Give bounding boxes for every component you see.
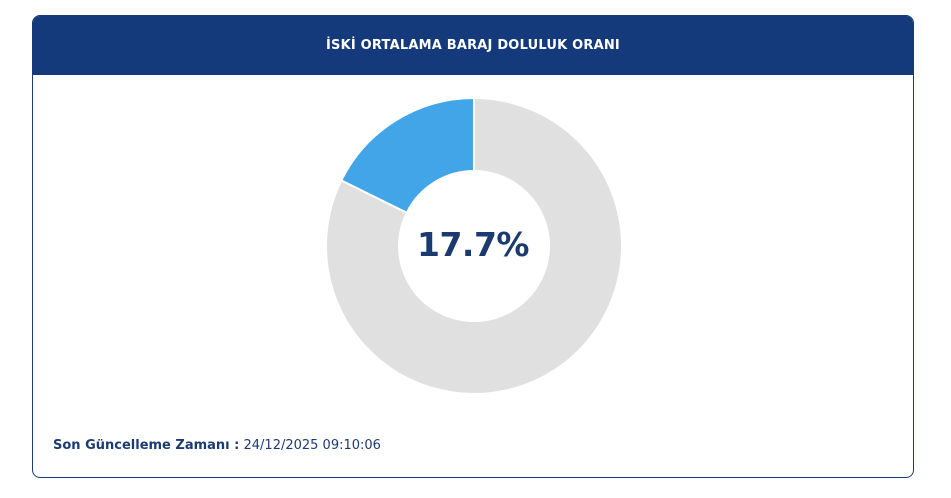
card-title: İSKİ ORTALAMA BARAJ DOLULUK ORANI bbox=[326, 38, 620, 53]
last-update: Son Güncelleme Zamanı : 24/12/2025 09:10… bbox=[53, 438, 381, 453]
donut-chart: 17.7% bbox=[33, 75, 913, 415]
donut-slice-filled[interactable] bbox=[339, 96, 475, 215]
last-update-label: Son Güncelleme Zamanı : bbox=[53, 438, 240, 453]
card-header: İSKİ ORTALAMA BARAJ DOLULUK ORANI bbox=[33, 16, 913, 75]
last-update-value: 24/12/2025 09:10:06 bbox=[243, 438, 381, 453]
fill-percentage: 17.7% bbox=[417, 225, 530, 264]
donut-slice-empty[interactable] bbox=[325, 96, 623, 395]
donut-chart-svg bbox=[325, 96, 623, 395]
dam-level-card: İSKİ ORTALAMA BARAJ DOLULUK ORANI 17.7% … bbox=[32, 15, 914, 478]
